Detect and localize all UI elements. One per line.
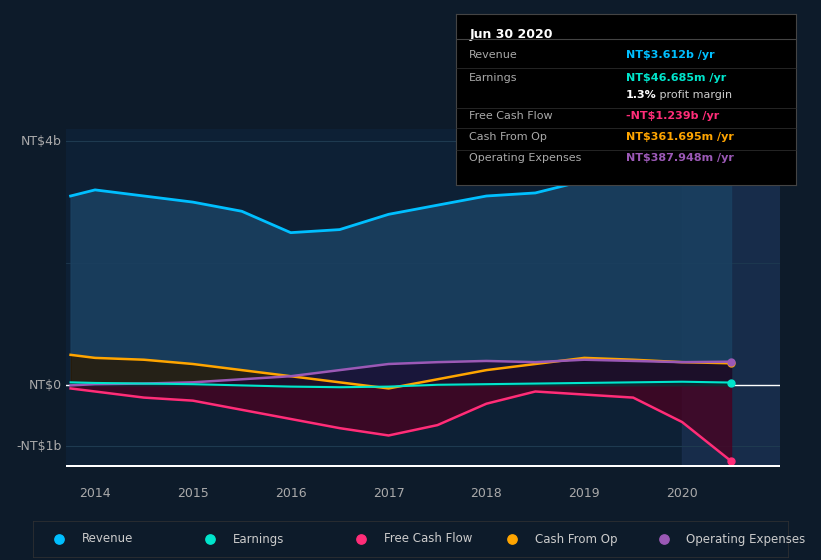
Point: [724, 378, 737, 387]
Text: NT$4b: NT$4b: [21, 134, 62, 147]
Text: 2014: 2014: [79, 487, 111, 500]
Text: 2017: 2017: [373, 487, 405, 500]
Text: 1.3%: 1.3%: [626, 90, 657, 100]
Text: -NT$1b: -NT$1b: [16, 440, 62, 453]
Text: -NT$1.239b /yr: -NT$1.239b /yr: [626, 111, 719, 120]
Text: Operating Expenses: Operating Expenses: [470, 153, 581, 164]
Text: Cash From Op: Cash From Op: [470, 132, 547, 142]
Text: Earnings: Earnings: [233, 533, 284, 545]
Text: Earnings: Earnings: [470, 73, 518, 83]
Text: NT$3.612b /yr: NT$3.612b /yr: [626, 50, 714, 60]
Text: Free Cash Flow: Free Cash Flow: [384, 533, 472, 545]
Text: NT$387.948m /yr: NT$387.948m /yr: [626, 153, 734, 164]
Point: [724, 359, 737, 368]
Point: [724, 456, 737, 465]
Text: 2020: 2020: [666, 487, 698, 500]
Point: [724, 160, 737, 169]
Text: 2016: 2016: [275, 487, 306, 500]
Text: Revenue: Revenue: [470, 50, 518, 60]
Text: Operating Expenses: Operating Expenses: [686, 533, 805, 545]
Text: Jun 30 2020: Jun 30 2020: [470, 27, 553, 41]
Text: NT$46.685m /yr: NT$46.685m /yr: [626, 73, 727, 83]
Text: Cash From Op: Cash From Op: [535, 533, 617, 545]
Text: NT$0: NT$0: [29, 379, 62, 392]
Text: 2019: 2019: [568, 487, 600, 500]
Text: 2018: 2018: [470, 487, 502, 500]
Text: NT$361.695m /yr: NT$361.695m /yr: [626, 132, 734, 142]
Text: profit margin: profit margin: [656, 90, 732, 100]
Text: Revenue: Revenue: [82, 533, 133, 545]
Text: 2015: 2015: [177, 487, 209, 500]
Point: [644, 369, 658, 378]
Bar: [682, 129, 780, 465]
Text: Free Cash Flow: Free Cash Flow: [470, 111, 553, 120]
Point: [724, 357, 737, 366]
